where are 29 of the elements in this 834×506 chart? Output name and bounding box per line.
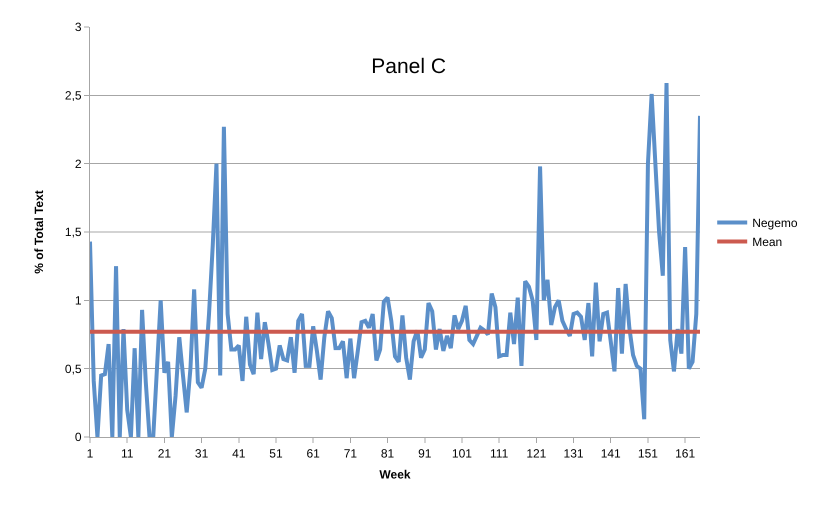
y-tick-label: 2 (74, 156, 82, 171)
y-tick-label: 2,5 (64, 88, 82, 103)
x-tick-label: 151 (638, 446, 658, 460)
y-tick-label: 1 (74, 294, 82, 308)
x-tick-label: 31 (194, 446, 209, 460)
y-tick-label: 0 (74, 430, 82, 444)
x-axis-title: Week (379, 467, 411, 482)
x-tick-label: 1 (86, 446, 94, 460)
x-tick-label: 61 (306, 446, 320, 460)
x-tick-label: 101 (452, 446, 472, 460)
x-tick-label: 11 (120, 446, 134, 460)
x-tick-label: 111 (490, 446, 509, 460)
x-tick-label: 121 (526, 446, 547, 460)
y-tick-label: 3 (74, 20, 82, 34)
x-tick-label: 71 (344, 446, 358, 460)
legend-label: Mean (752, 235, 782, 250)
y-axis-title: % of Total Text (32, 190, 46, 274)
y-tick-label: 1,5 (64, 225, 82, 240)
y-tick-label: 0,5 (64, 362, 82, 376)
legend-label: Negemo (752, 216, 798, 230)
x-tick-label: 51 (269, 446, 283, 460)
x-tick-label: 81 (380, 446, 395, 460)
x-tick-label: 141 (600, 446, 622, 460)
x-tick-label: 41 (232, 446, 246, 460)
x-tick-label: 91 (418, 446, 432, 460)
x-tick-label: 131 (564, 446, 584, 460)
x-tick-label: 161 (675, 446, 696, 460)
text: Panel C (371, 55, 446, 78)
x-tick-label: 21 (158, 446, 172, 460)
